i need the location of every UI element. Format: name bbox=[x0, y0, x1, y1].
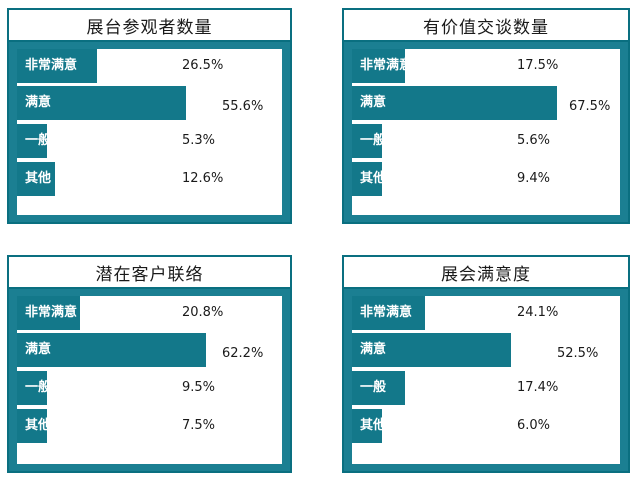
bar-category-label: 非常满意 bbox=[25, 305, 78, 320]
bar-category-label: 非常满意 bbox=[360, 305, 413, 320]
chart-title: 展台参观者数量 bbox=[9, 10, 290, 42]
chart-frame: 非常满意 20.8% 满意 62.2% 一般 9.5% 其他 7.5% bbox=[9, 289, 290, 471]
bar-row: 非常满意 24.1% bbox=[352, 296, 620, 330]
bar-row: 其他 9.4% bbox=[352, 162, 620, 196]
bar-value-label: 17.5% bbox=[517, 58, 559, 73]
bar-category-label: 满意 bbox=[360, 342, 387, 357]
bar-row: 一般 17.4% bbox=[352, 371, 620, 405]
bar-row: 满意 55.6% bbox=[17, 86, 282, 120]
bar-category-label: 一般 bbox=[25, 380, 52, 395]
bar-category-label: 其他 bbox=[25, 418, 52, 433]
plot-area: 非常满意 17.5% 满意 67.5% 一般 5.6% 其他 9.4% bbox=[352, 49, 620, 215]
bar-value-label: 6.0% bbox=[517, 418, 551, 433]
bar: 非常满意 bbox=[352, 49, 412, 83]
bar-row: 满意 62.2% bbox=[17, 333, 282, 367]
bar-row: 满意 67.5% bbox=[352, 86, 620, 120]
bar: 满意 bbox=[352, 333, 511, 367]
bar-category-label: 满意 bbox=[360, 95, 387, 110]
bar-row: 其他 6.0% bbox=[352, 409, 620, 443]
bar: 非常满意 bbox=[17, 296, 80, 330]
bar: 非常满意 bbox=[352, 296, 425, 330]
chart-frame: 非常满意 17.5% 满意 67.5% 一般 5.6% 其他 9.4% bbox=[344, 42, 628, 222]
bar-value-label: 7.5% bbox=[182, 418, 216, 433]
chart-panel-potential-leads: 潜在客户联络 非常满意 20.8% 满意 62.2% 一般 9.5% 其他 7.5% bbox=[7, 255, 292, 473]
bar-category-label: 其他 bbox=[360, 418, 387, 433]
bar-value-label: 20.8% bbox=[182, 305, 224, 320]
bar: 其他 bbox=[352, 162, 386, 196]
bar-value-label: 24.1% bbox=[517, 305, 559, 320]
bar-row: 其他 12.6% bbox=[17, 162, 282, 196]
bar-value-label: 5.6% bbox=[517, 133, 551, 148]
bar-category-label: 一般 bbox=[360, 133, 387, 148]
plot-area: 非常满意 20.8% 满意 62.2% 一般 9.5% 其他 7.5% bbox=[17, 296, 282, 464]
bar-value-label: 52.5% bbox=[557, 346, 599, 361]
bar-value-label: 55.6% bbox=[222, 99, 264, 114]
bar: 其他 bbox=[352, 409, 386, 443]
bar-category-label: 非常满意 bbox=[360, 58, 413, 73]
bar-category-label: 满意 bbox=[25, 342, 52, 357]
bar-value-label: 62.2% bbox=[222, 346, 264, 361]
chart-title: 潜在客户联络 bbox=[9, 257, 290, 289]
bar-value-label: 17.4% bbox=[517, 380, 559, 395]
chart-title: 有价值交谈数量 bbox=[344, 10, 628, 42]
bar-value-label: 12.6% bbox=[182, 171, 224, 186]
bar-category-label: 满意 bbox=[25, 95, 52, 110]
bar: 一般 bbox=[17, 371, 51, 405]
bar-category-label: 其他 bbox=[360, 171, 387, 186]
chart-title: 展会满意度 bbox=[344, 257, 628, 289]
bar: 一般 bbox=[17, 124, 51, 158]
bar-value-label: 67.5% bbox=[569, 99, 611, 114]
chart-panel-valuable-conversations: 有价值交谈数量 非常满意 17.5% 满意 67.5% 一般 5.6% 其他 9.4% bbox=[342, 8, 630, 224]
chart-panel-booth-visitors: 展台参观者数量 非常满意 26.5% 满意 55.6% 一般 5.3% 其他 12.6% bbox=[7, 8, 292, 224]
bar: 一般 bbox=[352, 371, 405, 405]
bar-category-label: 其他 bbox=[25, 171, 52, 186]
bar-value-label: 9.5% bbox=[182, 380, 216, 395]
bar-value-label: 5.3% bbox=[182, 133, 216, 148]
chart-frame: 非常满意 24.1% 满意 52.5% 一般 17.4% 其他 6.0% bbox=[344, 289, 628, 471]
bar-category-label: 一般 bbox=[360, 380, 387, 395]
bar-row: 满意 52.5% bbox=[352, 333, 620, 367]
bar-row: 其他 7.5% bbox=[17, 409, 282, 443]
plot-area: 非常满意 26.5% 满意 55.6% 一般 5.3% 其他 12.6% bbox=[17, 49, 282, 215]
chart-panel-show-satisfaction: 展会满意度 非常满意 24.1% 满意 52.5% 一般 17.4% 其他 6.0% bbox=[342, 255, 630, 473]
bar-category-label: 一般 bbox=[25, 133, 52, 148]
bar: 满意 bbox=[352, 86, 557, 120]
bar-row: 非常满意 26.5% bbox=[17, 49, 282, 83]
bar: 满意 bbox=[17, 86, 186, 120]
bar-row: 一般 5.3% bbox=[17, 124, 282, 158]
chart-frame: 非常满意 26.5% 满意 55.6% 一般 5.3% 其他 12.6% bbox=[9, 42, 290, 222]
bar: 非常满意 bbox=[17, 49, 97, 83]
plot-area: 非常满意 24.1% 满意 52.5% 一般 17.4% 其他 6.0% bbox=[352, 296, 620, 464]
bar-value-label: 26.5% bbox=[182, 58, 224, 73]
bar-row: 一般 5.6% bbox=[352, 124, 620, 158]
bar-row: 非常满意 20.8% bbox=[17, 296, 282, 330]
bar-row: 一般 9.5% bbox=[17, 371, 282, 405]
bar: 其他 bbox=[17, 409, 51, 443]
bar: 满意 bbox=[17, 333, 206, 367]
bar-value-label: 9.4% bbox=[517, 171, 551, 186]
bar: 一般 bbox=[352, 124, 386, 158]
bar: 其他 bbox=[17, 162, 55, 196]
bar-category-label: 非常满意 bbox=[25, 58, 78, 73]
bar-row: 非常满意 17.5% bbox=[352, 49, 620, 83]
